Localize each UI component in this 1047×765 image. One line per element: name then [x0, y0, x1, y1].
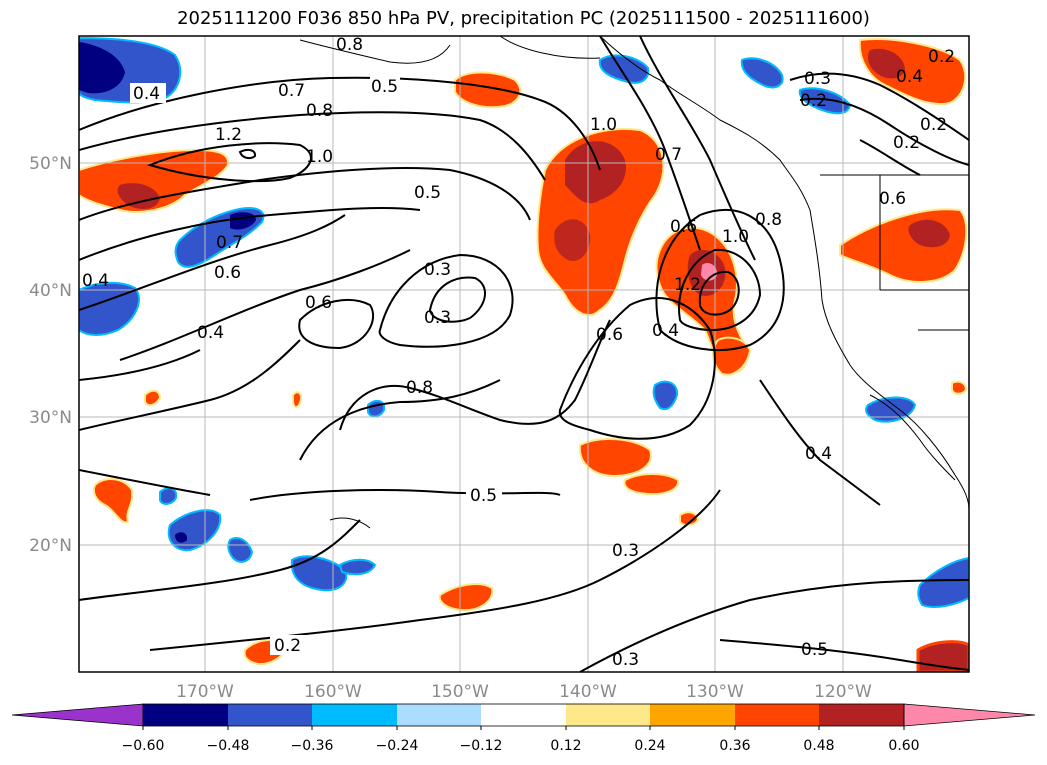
contour-label: 0.2	[274, 636, 301, 656]
contour-label: 0.4	[82, 271, 109, 291]
lat-label-50n: 50°N	[29, 154, 72, 174]
contour-label: 0.6	[596, 325, 623, 345]
colorbar-cell	[312, 704, 397, 726]
contour-label: 0.5	[414, 183, 441, 203]
lon-label-150w: 150°W	[431, 682, 489, 702]
contour-label: 0.7	[216, 233, 243, 253]
colorbar-label: 0.48	[803, 738, 834, 754]
contour-label: 0.6	[879, 189, 906, 209]
colorbar-cell	[650, 704, 735, 726]
colorbar-label: −0.48	[207, 738, 250, 754]
lat-label-30n: 30°N	[29, 408, 72, 428]
colorbar-cell	[735, 704, 819, 726]
colorbar-cell	[143, 704, 228, 726]
contour-label: 0.6	[214, 263, 241, 283]
lat-label-40n: 40°N	[29, 281, 72, 301]
contour-label: 0.2	[800, 91, 827, 111]
colorbar-label: −0.36	[291, 738, 334, 754]
contour-label: 1.0	[722, 227, 749, 247]
contour-label: 0.2	[928, 47, 955, 67]
contour-label: 0.8	[306, 101, 333, 121]
contour-label: 0.8	[336, 35, 363, 55]
colorbar-cell	[819, 704, 904, 726]
colorbar-label: 0.12	[550, 738, 581, 754]
colorbar-label: −0.24	[376, 738, 419, 754]
lat-label-20n: 20°N	[29, 536, 72, 556]
contour-label: 0.5	[801, 640, 828, 660]
colorbar-label: 0.36	[719, 738, 750, 754]
colorbar-cell	[566, 704, 650, 726]
lon-label-160w: 160°W	[304, 682, 362, 702]
lon-label-170w: 170°W	[176, 682, 234, 702]
colorbar-extend-max	[903, 703, 1036, 727]
contour-label: 1.0	[306, 147, 333, 167]
contour-label: 1.2	[215, 125, 242, 145]
contour-label: 0.4	[805, 444, 832, 464]
map-title: 2025111200 F036 850 hPa PV, precipitatio…	[177, 8, 870, 29]
contour-label: 0.3	[612, 650, 639, 670]
contour-label: 0.3	[424, 308, 451, 328]
map-frame	[78, 35, 970, 673]
contour-label: 0.2	[920, 115, 947, 135]
precip-shading	[79, 36, 969, 672]
colorbar-extend-min	[11, 703, 144, 727]
lon-label-130w: 130°W	[686, 682, 744, 702]
contour-label: 0.3	[612, 541, 639, 561]
colorbar-label: 0.60	[888, 738, 919, 754]
contour-labels: 0.4 0.5 0.8 1.2 1.0 0.5 0.4 0.6 0.7 0.4 …	[82, 35, 955, 670]
contour-label: 0.8	[406, 378, 433, 398]
contour-label: 1.2	[674, 275, 701, 295]
map-plot-area	[79, 36, 969, 672]
colorbar-cell	[397, 704, 481, 726]
contour-label: 1.0	[590, 115, 617, 135]
colorbar-cell	[228, 704, 312, 726]
pv-contours	[79, 36, 969, 672]
contour-label: 0.6	[670, 217, 697, 237]
contour-label: 0.3	[804, 69, 831, 89]
contour-label: 0.4	[896, 67, 923, 87]
contour-label: 0.2	[893, 133, 920, 153]
coastlines	[299, 36, 969, 529]
contour-label: 0.5	[371, 77, 398, 97]
contour-label: 0.7	[278, 81, 305, 101]
contour-label: 0.5	[470, 486, 497, 506]
colorbar-label: 0.24	[634, 738, 665, 754]
lon-label-120w: 120°W	[814, 682, 872, 702]
colorbar-cell	[481, 704, 566, 726]
contour-label: 0.4	[652, 321, 679, 341]
lon-label-140w: 140°W	[559, 682, 617, 702]
contour-label: 0.6	[305, 293, 332, 313]
contour-label: 0.8	[755, 210, 782, 230]
colorbar: −0.60 −0.48 −0.36 −0.24 −0.12 0.12 0.24 …	[11, 703, 1036, 754]
contour-label: 0.4	[133, 84, 160, 104]
contour-label: 0.3	[424, 260, 451, 280]
latitude-axis: 50°N 40°N 30°N 20°N	[29, 154, 72, 556]
longitude-axis: 170°W 160°W 150°W 140°W 130°W 120°W	[176, 682, 872, 702]
colorbar-label: −0.12	[460, 738, 503, 754]
colorbar-label: −0.60	[122, 738, 165, 754]
contour-label: 0.7	[655, 145, 682, 165]
contour-label: 0.4	[197, 323, 224, 343]
